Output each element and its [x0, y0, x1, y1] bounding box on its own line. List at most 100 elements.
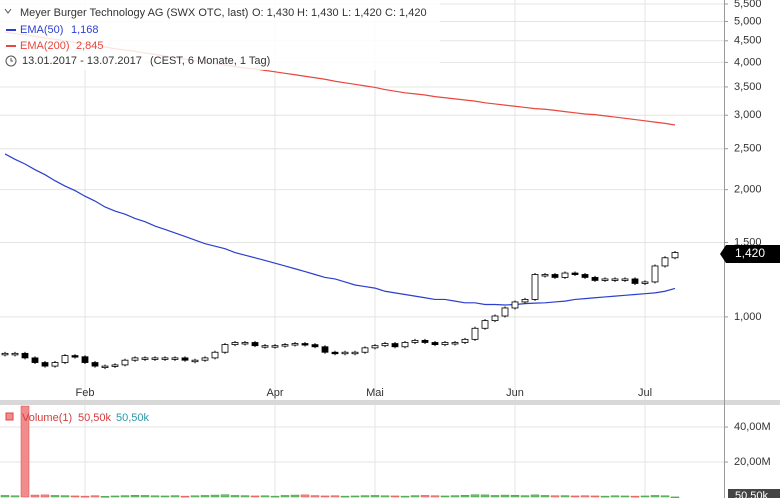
- volume-swatch: [5, 412, 14, 421]
- volume-bar: [170, 495, 180, 498]
- volume-bar: [340, 495, 350, 498]
- clock-icon: [5, 55, 17, 67]
- legend-bg: [0, 0, 440, 70]
- volume-bar: [140, 495, 150, 498]
- volume-bar: [630, 495, 640, 498]
- candle-body: [71, 355, 79, 358]
- candle-body: [391, 343, 399, 348]
- y-tick-label: 1,000: [734, 311, 762, 323]
- y-tick-label: 2,000: [734, 184, 762, 196]
- volume-bar: [360, 495, 370, 498]
- y-tick-label: 3,000: [734, 109, 762, 121]
- candle-body: [61, 355, 69, 363]
- candle-body: [251, 342, 259, 347]
- x-tick-label: Jul: [638, 387, 652, 399]
- volume-bar: [10, 495, 20, 498]
- candle-body: [21, 352, 29, 359]
- candle-body: [211, 351, 219, 359]
- volume-bar: [110, 495, 120, 498]
- clock-hand: [10, 58, 13, 62]
- volume-bar: [540, 495, 550, 498]
- candle-body: [641, 281, 649, 284]
- candle-body: [411, 339, 419, 343]
- volume-bar: [160, 495, 170, 498]
- volume-bar: [100, 496, 110, 498]
- volume-bar: [310, 495, 320, 498]
- candle-body: [11, 352, 19, 356]
- volume-bar: [50, 495, 60, 498]
- y-tick-label: 4,500: [734, 35, 762, 47]
- candle-body: [121, 359, 129, 366]
- y-tick-label: 40,00M: [734, 421, 771, 433]
- volume-bar: [640, 495, 650, 498]
- volume-bar: [440, 495, 450, 498]
- candle-body: [171, 357, 179, 360]
- candle-body: [91, 362, 99, 367]
- candle-body: [101, 365, 109, 368]
- candle-body: [321, 346, 329, 353]
- candle-body: [131, 357, 139, 361]
- candle-body: [51, 362, 59, 367]
- volume-bar: [570, 495, 580, 498]
- candle-body: [401, 342, 409, 348]
- candle-body: [521, 299, 529, 303]
- candle-body: [331, 351, 339, 355]
- volume-bar: [290, 494, 300, 498]
- candle-body: [151, 357, 159, 360]
- candle-body: [491, 315, 499, 322]
- candle-body: [191, 359, 199, 363]
- last-volume-tag: [728, 489, 780, 498]
- candle-body: [1, 352, 9, 356]
- volume-bar: [490, 495, 500, 498]
- y-tick-label: 2,500: [734, 143, 762, 155]
- candle-body: [361, 347, 369, 353]
- legend-value: 2,845: [76, 40, 104, 52]
- volume-label: Volume(1): [22, 412, 72, 424]
- volume-bar: [620, 495, 630, 498]
- candle-body: [311, 344, 319, 348]
- volume-bar: [610, 495, 620, 498]
- volume-bar: [80, 495, 90, 498]
- volume-bar: [190, 495, 200, 498]
- candle-body: [471, 327, 479, 340]
- volume-bar: [130, 495, 140, 498]
- candle-body: [241, 342, 249, 345]
- candle-body: [421, 339, 429, 343]
- volume-bar: [250, 495, 260, 498]
- legend: Meyer Burger Technology AG (SWX OTC, las…: [0, 0, 440, 70]
- candle-body: [81, 356, 89, 363]
- volume-bar: [60, 495, 70, 498]
- volume-bar: [20, 405, 30, 498]
- legend-icon: [4, 8, 12, 14]
- candle-body: [371, 345, 379, 349]
- volume-bar: [40, 494, 50, 498]
- volume-bar: [30, 494, 40, 498]
- candle-body: [611, 278, 619, 281]
- candle-body: [181, 357, 189, 361]
- last-volume: 50,50k: [735, 490, 769, 498]
- candle-body: [261, 345, 269, 348]
- candle-body: [551, 274, 559, 278]
- volume-bar: [470, 494, 480, 498]
- title: Meyer Burger Technology AG (SWX OTC, las…: [20, 7, 248, 19]
- volume-bar: [500, 494, 510, 498]
- candle-body: [301, 343, 309, 346]
- plot: [0, 31, 680, 498]
- volume-bar: [180, 495, 190, 498]
- candle-body: [651, 265, 659, 283]
- volume-bar: [380, 495, 390, 498]
- volume-bar: [300, 494, 310, 498]
- x-tick-label: Jun: [506, 387, 524, 399]
- volume-bar: [650, 495, 660, 498]
- candle-body: [41, 362, 49, 367]
- candle-body: [291, 343, 299, 346]
- candle-body: [231, 342, 239, 346]
- volume-bar: [550, 495, 560, 498]
- candle-body: [451, 342, 459, 345]
- volume-bar: [320, 495, 330, 498]
- volume-bar: [270, 495, 280, 498]
- volume-legend: Volume(1) 50,50k 50,50k: [5, 412, 150, 424]
- volume-bar: [460, 495, 470, 498]
- last-price-tag: [726, 245, 780, 263]
